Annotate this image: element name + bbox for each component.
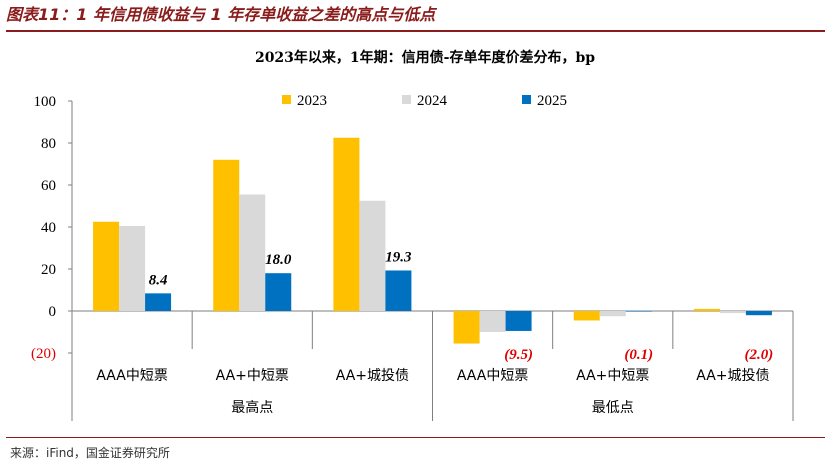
y-tick-label: 80: [41, 136, 56, 152]
source-rule: [6, 437, 825, 438]
data-label: (0.1): [624, 347, 653, 363]
group-label: 最高点: [231, 399, 273, 416]
legend-swatch-2024: [402, 95, 411, 104]
data-label: 18.0: [265, 252, 292, 268]
y-tick-label: 40: [41, 220, 56, 236]
y-tick-label: 60: [41, 178, 56, 194]
data-label: 8.4: [149, 272, 168, 288]
category-label: AA+城投债: [336, 368, 409, 384]
bar-2024: [239, 194, 266, 311]
category-label: AAA中短票: [457, 368, 529, 384]
bar-2023: [693, 308, 720, 311]
data-label: (2.0): [745, 347, 774, 363]
bar-2025: [625, 311, 652, 312]
title-rule: [6, 30, 825, 32]
legend-swatch-2025: [522, 95, 531, 104]
legend: 2023 2024 2025: [282, 93, 567, 109]
legend-label: 2023: [297, 93, 327, 109]
bar-2024: [479, 311, 506, 332]
figure-title: 图表11：1 年信用债收益与 1 年存单收益之差的高点与低点: [6, 5, 436, 24]
y-tick-label: (20): [31, 346, 56, 362]
bar-2023: [93, 221, 120, 311]
y-tick-label: 100: [34, 94, 57, 110]
group-label: 最低点: [592, 400, 634, 416]
legend-label: 2024: [417, 93, 448, 109]
bar-2025: [265, 273, 292, 311]
bar-2024: [359, 200, 386, 311]
bar-2025: [745, 311, 772, 316]
bar-2024: [599, 311, 626, 317]
category-label: AAA中短票: [96, 368, 168, 384]
y-tick-label: 20: [41, 262, 56, 278]
bar-2025: [385, 270, 412, 311]
bar-2023: [333, 137, 360, 311]
bar-2025: [145, 293, 172, 311]
bar-2024: [719, 311, 746, 314]
bars: [93, 137, 772, 344]
category-label: AA+中短票: [216, 368, 289, 384]
data-label: 19.3: [385, 249, 412, 265]
bar-chart: 2023年以来，1年期：信用债-存单年度价差分布，bp 2023 2024 2025…: [31, 49, 794, 421]
legend-swatch-2023: [282, 95, 291, 104]
data-label: (9.5): [504, 347, 533, 363]
y-tick-label: 0: [49, 304, 57, 320]
bar-2023: [213, 159, 240, 311]
bar-2024: [119, 225, 146, 311]
source-note: 来源：iFind，国金证券研究所: [10, 446, 170, 460]
bar-2023: [573, 311, 600, 321]
category-label: AA+城投债: [696, 368, 769, 384]
data-labels: 8.4 18.0 19.3 (9.5) (0.1) (2.0): [149, 249, 774, 363]
legend-label: 2025: [537, 93, 567, 109]
chart-title: 2023年以来，1年期：信用债-存单年度价差分布，bp: [255, 49, 595, 66]
bar-2025: [505, 311, 532, 331]
bar-2023: [453, 311, 480, 344]
y-axis: (20) 0 20 40 60 80 100: [31, 94, 793, 362]
category-label: AA+中短票: [576, 368, 649, 384]
